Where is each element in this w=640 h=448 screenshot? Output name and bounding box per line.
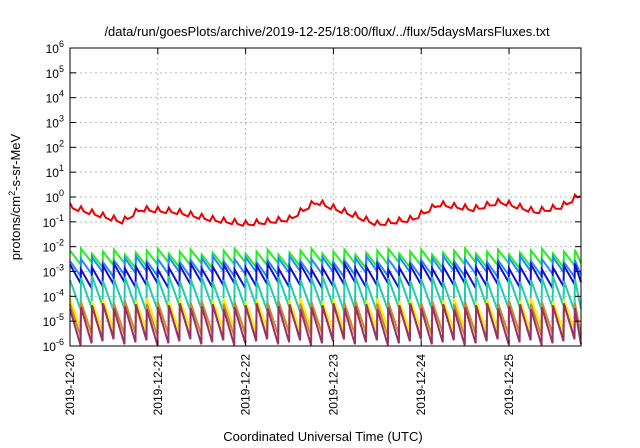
x-tick-label: 2019-12-24: [414, 354, 428, 416]
x-tick-label: 2019-12-23: [326, 354, 340, 416]
x-tick-label: 2019-12-25: [502, 354, 516, 416]
series-line: [69, 303, 582, 346]
y-tick-label: 104: [46, 89, 64, 106]
x-axis-label: Coordinated Universal Time (UTC): [223, 429, 422, 444]
y-tick-label: 10-4: [43, 287, 64, 304]
series-layer: [69, 192, 582, 346]
chart-title: /data/run/goesPlots/archive/2019-12-25/1…: [104, 24, 550, 39]
series-line: [69, 192, 581, 228]
series-line: [69, 245, 582, 272]
y-tick-label: 106: [46, 39, 64, 56]
y-tick-label: 100: [46, 188, 64, 205]
y-tick-label: 102: [46, 138, 64, 155]
x-tick-label: 2019-12-22: [239, 354, 253, 416]
y-tick-label: 10-1: [43, 213, 64, 230]
y-axis-ticks: 10-6 10-5 10-4 10-3 10-2 10-1 100 101 102 103 104 1…: [43, 39, 581, 354]
y-tick-label: 10-6: [43, 337, 64, 354]
y-tick-label: 10-5: [43, 312, 64, 329]
y-tick-label: 105: [46, 64, 64, 81]
x-tick-label: 2019-12-21: [151, 354, 165, 416]
series-line: [69, 259, 582, 292]
series-line: [69, 275, 582, 313]
x-tick-label: 2019-12-20: [63, 354, 77, 416]
y-tick-label: 10-3: [43, 263, 64, 280]
y-tick-label: 101: [46, 163, 64, 180]
x-axis-ticks: 2019-12-20 2019-12-21 2019-12-22 2019-12-23…: [63, 48, 516, 415]
y-tick-label: 10-2: [43, 238, 64, 255]
y-tick-label: 103: [46, 114, 64, 131]
y-axis-label: protons/cm2-s-sr-MeV: [7, 133, 23, 260]
